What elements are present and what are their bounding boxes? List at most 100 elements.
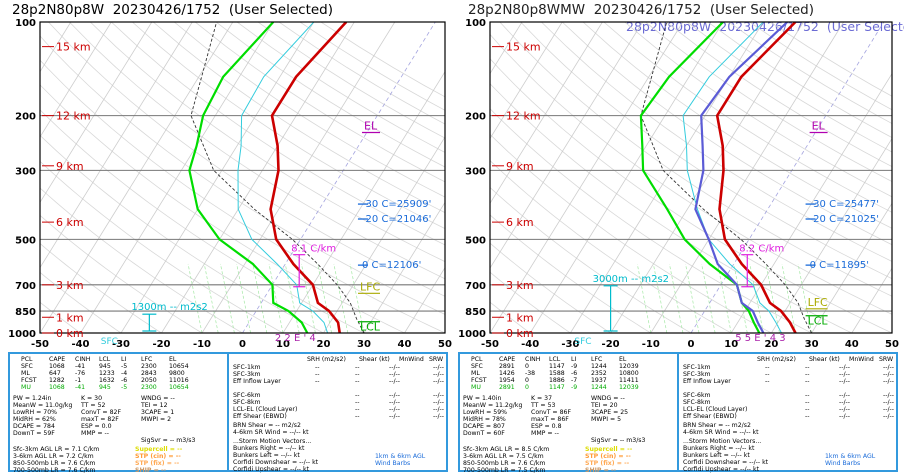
plot-border [489,21,893,334]
isotherm [730,72,892,333]
mixing-ratio-line [236,263,251,333]
left-title: 28p2N80p8W 20230426/1752 (User Selected) [12,2,334,18]
dry-adiabat [624,22,892,198]
isotherm [610,22,804,333]
pcl-cell: 1937 [591,377,607,384]
pcl-header: CINH [525,356,541,363]
srh-label: 1300m -- m2s2 [131,302,207,313]
lapse-rate-row: 850-500mb LR = 7.6 C/km [463,460,546,467]
height-label: 15 km [56,41,91,54]
pressure-tick-label: 850 [15,307,36,318]
pcl-header: EL [619,356,627,363]
series-line-1 [269,22,348,333]
dry-adiabat [40,109,365,333]
mixing-ratio-line [701,263,716,333]
dry-adiabat [499,22,892,297]
isotherm [282,70,445,333]
shear-cell: -- [355,406,360,413]
param-c: MWPI = 5 [591,416,622,423]
dry-adiabat [603,22,892,213]
pcl-header: LI [571,356,577,363]
temp-tick-label: -30 [112,339,130,350]
mixing-ratio-line [749,263,764,333]
isotherm [40,22,193,269]
temp-tick-label: -20 [602,339,620,350]
isotherm [529,22,724,333]
isotherm-height-label: -20 C=21025' [810,214,879,225]
temp-tick-label: 40 [398,339,412,350]
temp-tick-label: 20 [317,339,331,350]
shear-cell: -- [355,399,360,406]
plot-area [40,22,445,333]
dry-adiabat [194,22,445,183]
bottom-tag: 2 2 E ' 4 [275,333,316,344]
pcl-cell: 1068 [49,384,65,391]
isotherm [771,137,892,333]
shear-header: Shear (kt) [359,356,390,363]
shear-cell: --/-- [883,392,895,399]
storm-motion-row: Bunkers Left = --/-- kt [233,452,300,459]
composite-param: Supercell = -- [585,446,633,453]
pcl-cell: 0 [525,384,529,391]
dry-adiabat [40,187,243,333]
isotherm [570,22,764,333]
height-label: 3 km [56,279,84,292]
pressure-tick-label: 500 [15,235,36,246]
dry-adiabat [132,22,445,230]
shear-cell: SFC-3km [683,371,711,378]
param-a: MidRH = 62% [13,416,56,423]
pcl-header: EL [169,356,177,363]
pcl-cell: -5 [121,363,128,370]
right-ghost-title: 28p2N80p8W 20230426/1752 (User Selected) [626,19,904,34]
temp-tick-label: 50 [885,339,899,350]
brn-row: BRN Shear = -- m2/s2 [233,422,301,429]
pcl-header: CAPE [49,356,66,363]
bottom-tag: 5 5 E ' 4 3 [735,333,785,344]
pcl-cell: 10654 [169,363,189,370]
temp-tick-label: -40 [71,339,89,350]
mixing-ratio-line [797,263,812,333]
shear-cell: -- [355,364,360,371]
pcl-cell: MU [471,384,481,391]
sigsvr: SigSvr = -- m3/s3 [591,437,646,444]
isotherm-height-label: -30 C=25477' [810,199,879,210]
storm-motion-row: Corfidi Upshear = --/-- kt [233,466,310,473]
temp-tick-label: 0 [688,339,695,350]
dry-adiabat [111,22,445,246]
pcl-cell: 10800 [619,370,639,377]
composite-param: SHIP = -- [585,467,617,474]
temp-tick-label: -50 [31,339,49,350]
pcl-cell: 647 [49,370,61,377]
param-a: MeanW = 11.0g/kg [13,402,73,409]
pcl-cell: -38 [525,370,536,377]
dry-adiabat [490,133,772,333]
storm-motion-row: Bunkers Right = --/-- kt [683,445,755,452]
pcl-cell: -41 [75,363,86,370]
shear-cell: --/-- [389,378,401,385]
mixing-ratio-line [284,263,300,333]
pcl-cell: -76 [75,370,86,377]
isotherm-height-label: -20 C=21046' [362,214,431,225]
composite-param: STP (fix) = -- [135,460,180,467]
param-b: TT = 53 [531,402,556,409]
shear-cell: -- [355,413,360,420]
series-line-2 [188,22,309,333]
composite-param: SHIP = -- [135,467,167,474]
el-label: EL [812,120,826,133]
mixing-ratio-line [268,263,284,333]
param-b: maxT = 82F [81,416,119,423]
isotherm-height-label: 0 C=12106' [362,260,421,271]
shear-cell: --/-- [389,392,401,399]
isotherm [490,22,643,269]
isotherm [851,267,892,333]
storm-motion-row: Bunkers Right = --/-- kt [233,445,305,452]
mixing-ratio-line [301,263,316,333]
shear-cell: --/-- [433,371,445,378]
pressure-tick-label: 200 [465,112,486,123]
dry-adiabat [665,22,892,168]
shear-cell: --/-- [883,378,895,385]
shear-cell: --/-- [839,399,851,406]
shear-cell: SFC-1km [683,364,711,371]
storm-motion-row: ...Storm Motion Vectors... [233,438,312,445]
